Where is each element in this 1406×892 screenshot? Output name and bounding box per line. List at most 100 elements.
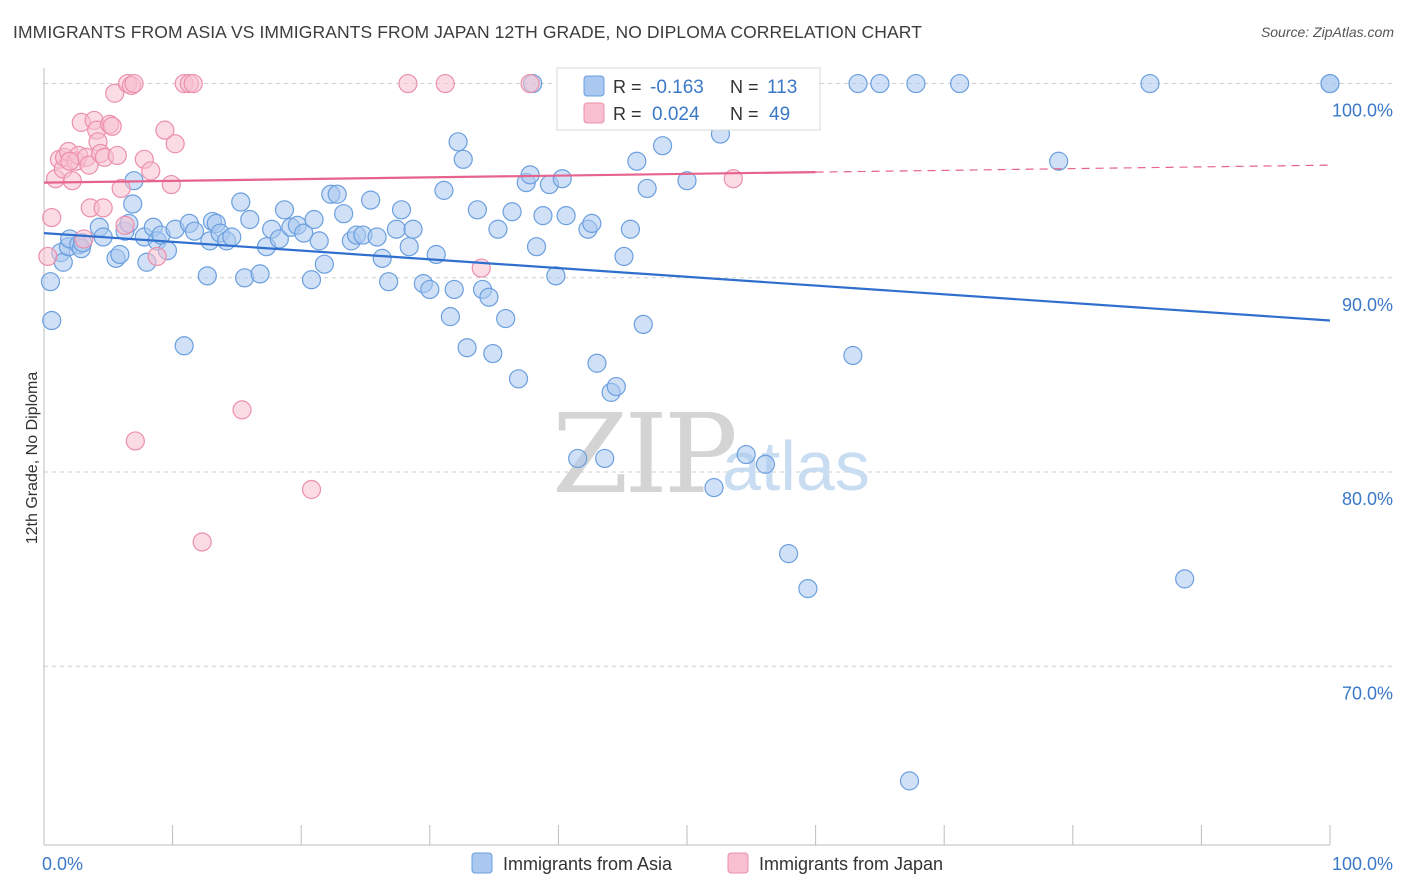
y-tick-label: 70.0%	[1342, 683, 1393, 703]
asia-point	[488, 219, 508, 239]
japan-point	[165, 134, 185, 154]
japan-point	[141, 161, 161, 181]
legend-asia-label[interactable]: Immigrants from Asia	[503, 854, 673, 874]
asia-point	[798, 578, 818, 599]
asia-point	[637, 178, 657, 199]
japan-trend-line	[43, 171, 816, 184]
asia-point	[440, 307, 460, 327]
stats-asia-n-value: 113	[767, 77, 797, 98]
asia-point	[391, 200, 412, 220]
asia-point	[453, 149, 473, 169]
stats-asia-n-label: N =	[730, 77, 759, 97]
japan-point	[79, 155, 99, 175]
asia-point	[1140, 73, 1160, 94]
y-tick-label: 100.0%	[1332, 101, 1393, 121]
asia-point	[448, 132, 468, 152]
x-tick-labels: 0.0% 100.0%	[42, 854, 1393, 874]
y-tick-label: 90.0%	[1342, 295, 1393, 315]
asia-point	[269, 229, 289, 249]
japan-point	[435, 73, 455, 94]
chart-title: IMMIGRANTS FROM ASIA VS IMMIGRANTS FROM …	[13, 22, 922, 42]
japan-point	[155, 120, 175, 140]
asia-point	[367, 227, 387, 247]
asia-point	[652, 136, 673, 156]
asia-point	[174, 336, 194, 356]
asia-point	[633, 314, 653, 335]
asia-point	[457, 338, 477, 358]
asia-point	[403, 219, 423, 239]
asia-point	[372, 248, 392, 268]
asia-point	[870, 73, 890, 94]
asia-point	[736, 444, 756, 465]
asia-point	[314, 254, 334, 274]
asia-point	[587, 353, 607, 373]
source-credit: Source: ZipAtlas.com	[1260, 24, 1394, 40]
japan-point	[115, 215, 135, 235]
asia-point	[304, 209, 324, 230]
japan-point	[520, 73, 540, 94]
axes	[43, 68, 1331, 846]
legend-asia-swatch[interactable]	[471, 852, 493, 874]
japan-point	[74, 229, 94, 249]
japan-point	[60, 151, 80, 171]
asia-point	[42, 310, 62, 331]
japan-point	[107, 145, 127, 166]
asia-point	[250, 264, 270, 284]
asia-trend-line	[43, 232, 1331, 322]
asia-point	[582, 213, 602, 233]
asia-point	[755, 454, 776, 474]
asia-point	[595, 448, 615, 469]
japan-point	[62, 171, 82, 191]
legend-japan-swatch[interactable]	[727, 852, 749, 874]
asia-point	[231, 192, 251, 212]
stats-legend: R = -0.163 N = 113 R = 0.024 N = 49	[556, 67, 821, 131]
asia-point	[556, 206, 576, 226]
asia-point	[294, 223, 314, 243]
asia-point	[479, 287, 499, 307]
japan-point	[192, 532, 212, 552]
asia-point	[502, 202, 522, 222]
stats-japan-n-label: N =	[730, 104, 759, 124]
asia-point	[274, 200, 295, 220]
stats-japan-r-value: 0.024	[652, 104, 700, 125]
asia-point	[677, 171, 697, 191]
asia-point	[399, 237, 419, 257]
japan-point	[161, 174, 181, 195]
asia-point	[496, 308, 516, 329]
stats-japan-r-label: R =	[613, 104, 642, 124]
japan-point	[301, 479, 322, 500]
japan-trend-line-extension	[815, 164, 1331, 173]
trend-lines	[43, 164, 1331, 322]
japan-point	[398, 73, 418, 94]
asia-point	[420, 279, 440, 300]
asia-point	[184, 221, 205, 241]
stats-asia-r-value: -0.163	[650, 77, 704, 98]
japan-point	[147, 246, 167, 267]
bottom-legend: Immigrants from Asia Immigrants from Jap…	[471, 852, 943, 874]
asia-point	[222, 227, 242, 247]
asia-point	[848, 73, 868, 94]
y-tick-label: 80.0%	[1342, 489, 1393, 509]
japan-point	[102, 116, 122, 136]
asia-point	[379, 272, 399, 292]
stats-asia-swatch	[583, 75, 605, 97]
x-tick-label: 0.0%	[42, 854, 83, 874]
asia-point	[950, 73, 970, 94]
asia-point	[40, 272, 61, 292]
asia-point	[606, 376, 626, 397]
legend-japan-label[interactable]: Immigrants from Japan	[759, 854, 943, 874]
asia-point	[1049, 151, 1069, 171]
asia-point	[123, 194, 143, 214]
y-axis-label: 12th Grade, No Diploma	[24, 372, 41, 545]
asia-point	[526, 237, 547, 257]
asia-point	[327, 184, 347, 204]
japan-point	[38, 246, 58, 267]
asia-point	[533, 206, 553, 226]
stats-japan-n-value: 49	[769, 104, 790, 125]
asia-point	[197, 266, 217, 286]
asia-point	[778, 544, 799, 564]
japan-point	[93, 198, 113, 218]
stats-japan-swatch	[583, 102, 605, 124]
asia-point	[614, 246, 634, 267]
